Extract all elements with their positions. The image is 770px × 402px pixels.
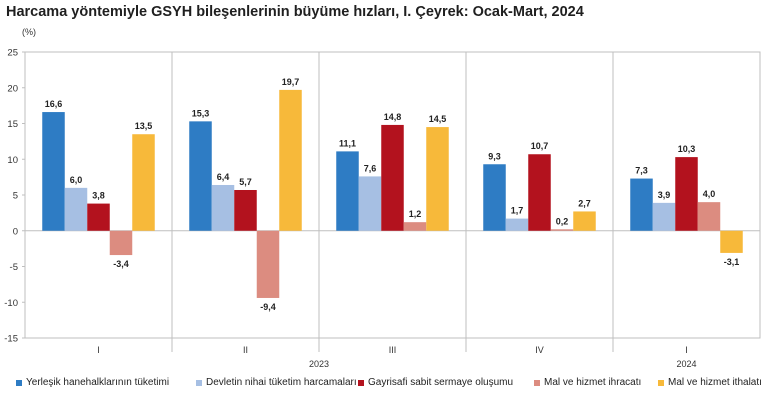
y-tick-label: -5	[10, 262, 18, 273]
data-label: 9,3	[488, 151, 501, 161]
y-tick-label: 10	[7, 155, 18, 166]
bar	[358, 176, 382, 231]
legend-item: Mal ve hizmet ihracatı	[534, 377, 641, 388]
data-label: 11,1	[339, 138, 356, 148]
legend-item: Mal ve hizmet ithalatı	[658, 377, 762, 388]
bar	[64, 187, 88, 231]
y-tick-label: 15	[7, 119, 18, 130]
y-tick-label: 0	[13, 226, 18, 237]
bar	[279, 89, 302, 231]
bar	[675, 157, 698, 231]
data-label: 13,5	[135, 121, 153, 131]
bar	[720, 230, 743, 253]
y-tick-label: 5	[13, 191, 18, 202]
bar	[426, 127, 449, 231]
bar	[256, 230, 280, 298]
data-label: 14,8	[384, 112, 402, 122]
bar	[652, 202, 676, 231]
data-label: 1,7	[511, 206, 524, 216]
bar	[132, 134, 155, 231]
bar	[550, 229, 574, 231]
bar	[483, 164, 506, 231]
bar	[381, 124, 404, 231]
x-tick-label: I	[685, 345, 688, 355]
year-label: 2024	[676, 359, 696, 369]
x-tick-label: I	[97, 345, 100, 355]
data-label: 6,0	[70, 175, 83, 185]
legend-label: Mal ve hizmet ihracatı	[544, 377, 642, 388]
chart-title: Harcama yöntemiyle GSYH bileşenlerinin b…	[6, 4, 584, 20]
legend-label: Gayrisafi sabit sermaye oluşumu	[368, 377, 514, 388]
legend: Yerleşik hanehalklarının tüketimi Devleti…	[16, 377, 766, 395]
data-label: 3,9	[658, 190, 671, 200]
y-unit-label: (%)	[22, 27, 36, 37]
y-tick-label: -15	[4, 334, 18, 345]
data-label: 2,7	[578, 198, 591, 208]
legend-label: Yerleşik hanehalklarının tüketimi	[26, 377, 170, 388]
x-tick-label: II	[243, 345, 248, 355]
data-label: 1,2	[409, 209, 422, 219]
bar	[403, 222, 427, 231]
data-label: 10,3	[678, 144, 696, 154]
data-label: 3,8	[92, 191, 105, 201]
bar	[697, 202, 721, 231]
data-label: 15,3	[192, 108, 210, 118]
bar	[189, 121, 212, 231]
legend-item: Devletin nihai tüketim harcamaları	[196, 377, 357, 388]
data-label: 7,6	[364, 163, 377, 173]
data-label: 4,0	[703, 189, 716, 199]
data-label: 0,2	[556, 216, 569, 226]
legend-swatch	[534, 379, 540, 386]
bar	[42, 112, 65, 231]
y-tick-label: -10	[4, 298, 18, 309]
bar	[234, 189, 257, 231]
data-label: -3,4	[113, 259, 129, 269]
data-label: -9,4	[260, 302, 276, 312]
y-tick-label: 25	[7, 48, 18, 59]
legend-swatch	[16, 379, 22, 386]
data-label: 14,5	[429, 114, 447, 124]
x-tick-label: III	[389, 345, 397, 355]
data-label: 19,7	[282, 77, 300, 87]
bar	[528, 154, 551, 231]
data-label: 6,4	[217, 172, 230, 182]
bar	[505, 218, 529, 231]
bar	[87, 203, 110, 231]
legend-swatch	[196, 379, 202, 386]
legend-item: Gayrisafi sabit sermaye oluşumu	[358, 377, 513, 388]
data-label: -3,1	[724, 257, 740, 267]
year-label: 2023	[309, 359, 329, 369]
legend-swatch	[658, 379, 664, 386]
data-label: 10,7	[531, 141, 549, 151]
bar	[630, 178, 653, 231]
bar	[573, 211, 596, 231]
data-label: 16,6	[45, 99, 63, 109]
legend-item: Yerleşik hanehalklarının tüketimi	[16, 377, 169, 388]
bar	[109, 230, 133, 256]
legend-swatch	[358, 379, 364, 386]
data-label: 7,3	[635, 166, 648, 176]
legend-label: Devletin nihai tüketim harcamaları	[206, 377, 357, 388]
legend-label: Mal ve hizmet ithalatı	[668, 377, 762, 388]
bar	[211, 184, 235, 231]
y-tick-label: 20	[7, 83, 18, 94]
bar	[336, 151, 359, 231]
data-label: 5,7	[239, 177, 252, 187]
x-tick-label: IV	[535, 345, 544, 355]
